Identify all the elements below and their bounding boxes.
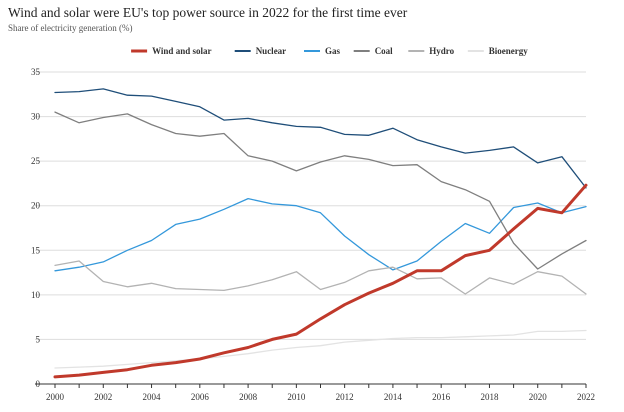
series-line-hydro [54, 260, 587, 295]
series-lines [53, 88, 588, 379]
y-tick-label: 25 [31, 156, 41, 166]
x-tick-label: 2010 [287, 392, 306, 402]
y-tick-label: 10 [31, 290, 41, 300]
x-tick-label: 2020 [529, 392, 548, 402]
gridlines [35, 71, 586, 340]
x-tick-label: 2004 [143, 392, 162, 402]
x-axis: 2000 2002 2004 2006 2008 2010 2012 2014 2016 2018… [35, 383, 595, 402]
legend-label-coal: Coal [375, 46, 393, 56]
legend-label-gas: Gas [325, 46, 341, 56]
x-tick-label: 2016 [432, 392, 451, 402]
x-tick-label: 2006 [191, 392, 210, 402]
x-tick-label: 2018 [480, 392, 499, 402]
x-tick-label: 2000 [46, 392, 65, 402]
legend-label-wind-and-solar: Wind and solar [152, 46, 211, 56]
series-line-bioenergy [54, 329, 587, 369]
y-tick-label: 20 [31, 201, 41, 211]
legend-label-bioenergy: Bioenergy [489, 46, 528, 56]
x-tick-label: 2022 [577, 392, 595, 402]
series-line-gas [54, 197, 587, 272]
y-tick-label: 35 [31, 67, 41, 77]
x-tick-label: 2014 [384, 392, 403, 402]
y-tick-label: 30 [31, 112, 41, 122]
chart-title: Wind and solar were EU's top power sourc… [8, 5, 408, 20]
chart-subtitle: Share of electricity generation (%) [8, 23, 132, 33]
series-line-nuclear [54, 88, 587, 189]
y-tick-label: 15 [31, 245, 41, 255]
x-tick-label: 2002 [94, 392, 112, 402]
legend-label-nuclear: Nuclear [256, 46, 287, 56]
legend: Wind and solar Nuclear Gas Coal Hydro Bioener… [131, 46, 528, 56]
x-tick-label: 2008 [239, 392, 258, 402]
y-tick-label: 5 [36, 334, 41, 344]
legend-label-hydro: Hydro [429, 46, 454, 56]
series-line-wind-and-solar [53, 183, 588, 379]
series-line-coal [54, 111, 587, 270]
x-tick-label: 2012 [336, 392, 354, 402]
